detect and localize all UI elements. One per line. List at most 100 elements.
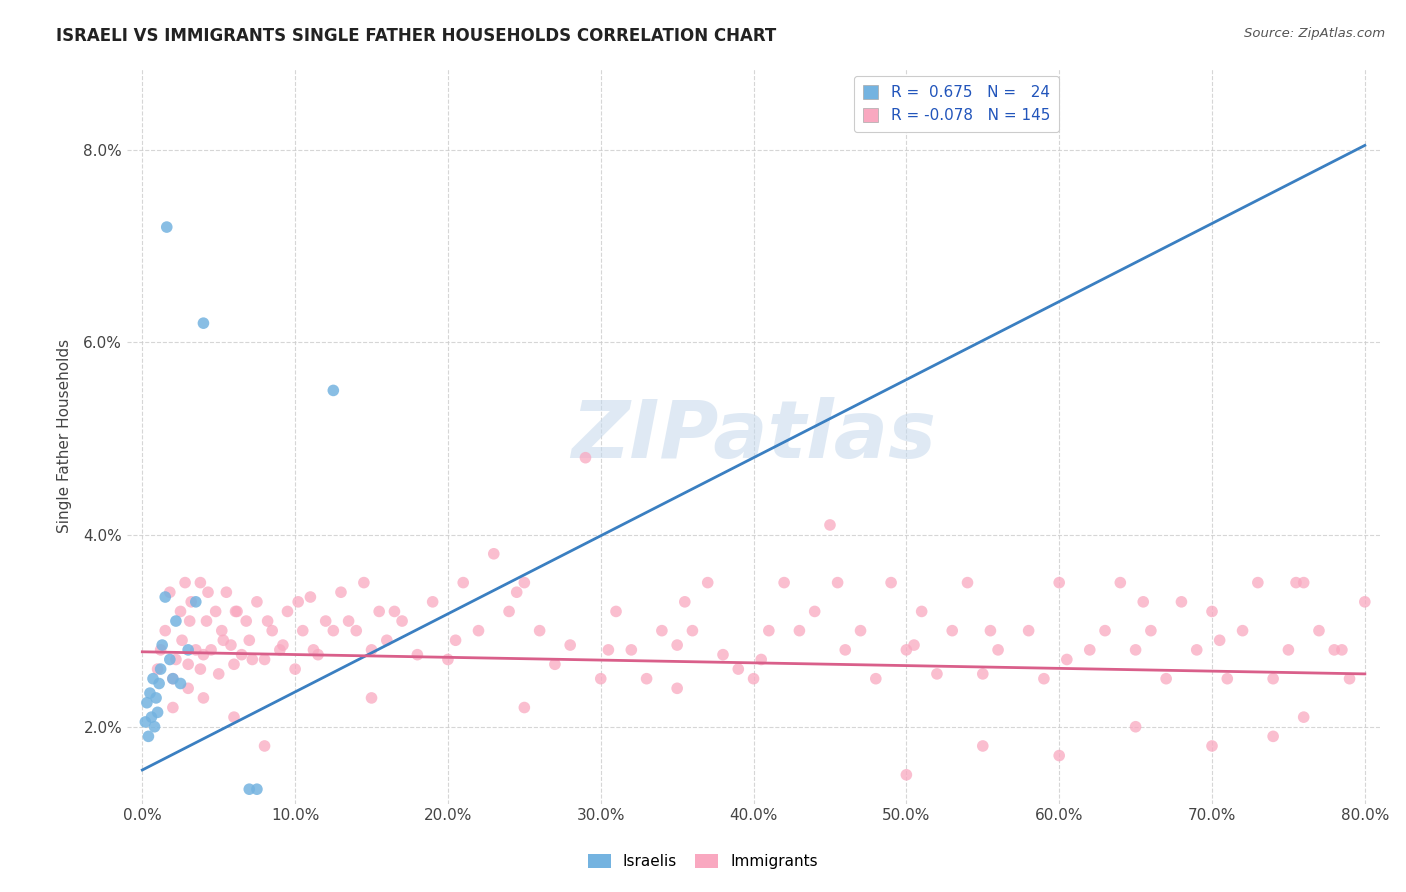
Point xyxy=(212,633,235,648)
Point xyxy=(150,638,173,652)
Point xyxy=(742,672,765,686)
Point xyxy=(162,672,184,686)
Point xyxy=(148,676,170,690)
Point xyxy=(375,633,398,648)
Point xyxy=(880,575,903,590)
Point xyxy=(193,648,215,662)
Point xyxy=(169,676,191,690)
Point xyxy=(1339,672,1361,686)
Point xyxy=(307,648,329,662)
Point xyxy=(231,648,253,662)
Point xyxy=(302,643,325,657)
Point xyxy=(711,648,734,662)
Point xyxy=(1330,643,1353,657)
Point xyxy=(827,575,849,590)
Point xyxy=(149,643,172,657)
Point xyxy=(276,604,298,618)
Point xyxy=(560,638,582,652)
Point xyxy=(513,575,536,590)
Point xyxy=(896,643,918,657)
Point xyxy=(246,595,269,609)
Point xyxy=(1201,604,1223,618)
Text: ZIPatlas: ZIPatlas xyxy=(571,397,936,475)
Point xyxy=(666,681,689,696)
Point xyxy=(190,662,212,676)
Point xyxy=(681,624,703,638)
Point xyxy=(360,643,382,657)
Point xyxy=(155,590,177,604)
Point xyxy=(353,575,375,590)
Point xyxy=(1261,672,1284,686)
Point xyxy=(146,706,169,720)
Point xyxy=(1154,672,1177,686)
Point xyxy=(1032,672,1054,686)
Point xyxy=(159,585,181,599)
Point xyxy=(204,604,226,618)
Point xyxy=(162,672,184,686)
Text: Source: ZipAtlas.com: Source: ZipAtlas.com xyxy=(1244,27,1385,40)
Point xyxy=(941,624,963,638)
Point xyxy=(818,518,841,533)
Point xyxy=(896,768,918,782)
Point xyxy=(727,662,749,676)
Point xyxy=(291,624,314,638)
Point xyxy=(1247,575,1270,590)
Point xyxy=(972,666,994,681)
Point xyxy=(169,604,191,618)
Point xyxy=(911,604,934,618)
Point xyxy=(513,700,536,714)
Point xyxy=(360,690,382,705)
Point xyxy=(1323,643,1346,657)
Point xyxy=(142,672,165,686)
Point xyxy=(1047,748,1070,763)
Y-axis label: Single Father Households: Single Father Households xyxy=(58,339,72,533)
Point xyxy=(184,643,207,657)
Point xyxy=(177,643,200,657)
Point xyxy=(529,624,551,638)
Point xyxy=(246,782,269,797)
Point xyxy=(1208,633,1230,648)
Point xyxy=(1170,595,1192,609)
Point xyxy=(225,604,247,618)
Point xyxy=(208,666,231,681)
Point xyxy=(749,652,772,666)
Point xyxy=(865,672,887,686)
Point xyxy=(337,614,360,628)
Point xyxy=(162,700,184,714)
Point xyxy=(284,662,307,676)
Point xyxy=(344,624,367,638)
Point xyxy=(391,614,413,628)
Point xyxy=(190,575,212,590)
Legend: R =  0.675   N =   24, R = -0.078   N = 145: R = 0.675 N = 24, R = -0.078 N = 145 xyxy=(853,76,1059,132)
Point xyxy=(184,595,207,609)
Point xyxy=(444,633,467,648)
Point xyxy=(135,696,157,710)
Point xyxy=(211,624,233,638)
Point xyxy=(262,624,284,638)
Point xyxy=(972,739,994,753)
Point xyxy=(159,652,181,666)
Point xyxy=(165,652,187,666)
Point xyxy=(141,710,163,724)
Point xyxy=(330,585,353,599)
Point xyxy=(987,643,1010,657)
Point xyxy=(1094,624,1116,638)
Point xyxy=(589,672,612,686)
Point xyxy=(1292,710,1315,724)
Point xyxy=(1277,643,1299,657)
Legend: Israelis, Immigrants: Israelis, Immigrants xyxy=(582,847,824,875)
Point xyxy=(1201,739,1223,753)
Point xyxy=(467,624,489,638)
Point xyxy=(437,652,460,666)
Point xyxy=(651,624,673,638)
Point xyxy=(1140,624,1163,638)
Point xyxy=(195,614,218,628)
Point xyxy=(384,604,406,618)
Point xyxy=(574,450,596,465)
Point xyxy=(1132,595,1154,609)
Point xyxy=(834,643,856,657)
Point xyxy=(149,662,172,676)
Point xyxy=(134,714,156,729)
Point xyxy=(240,652,263,666)
Point xyxy=(1018,624,1040,638)
